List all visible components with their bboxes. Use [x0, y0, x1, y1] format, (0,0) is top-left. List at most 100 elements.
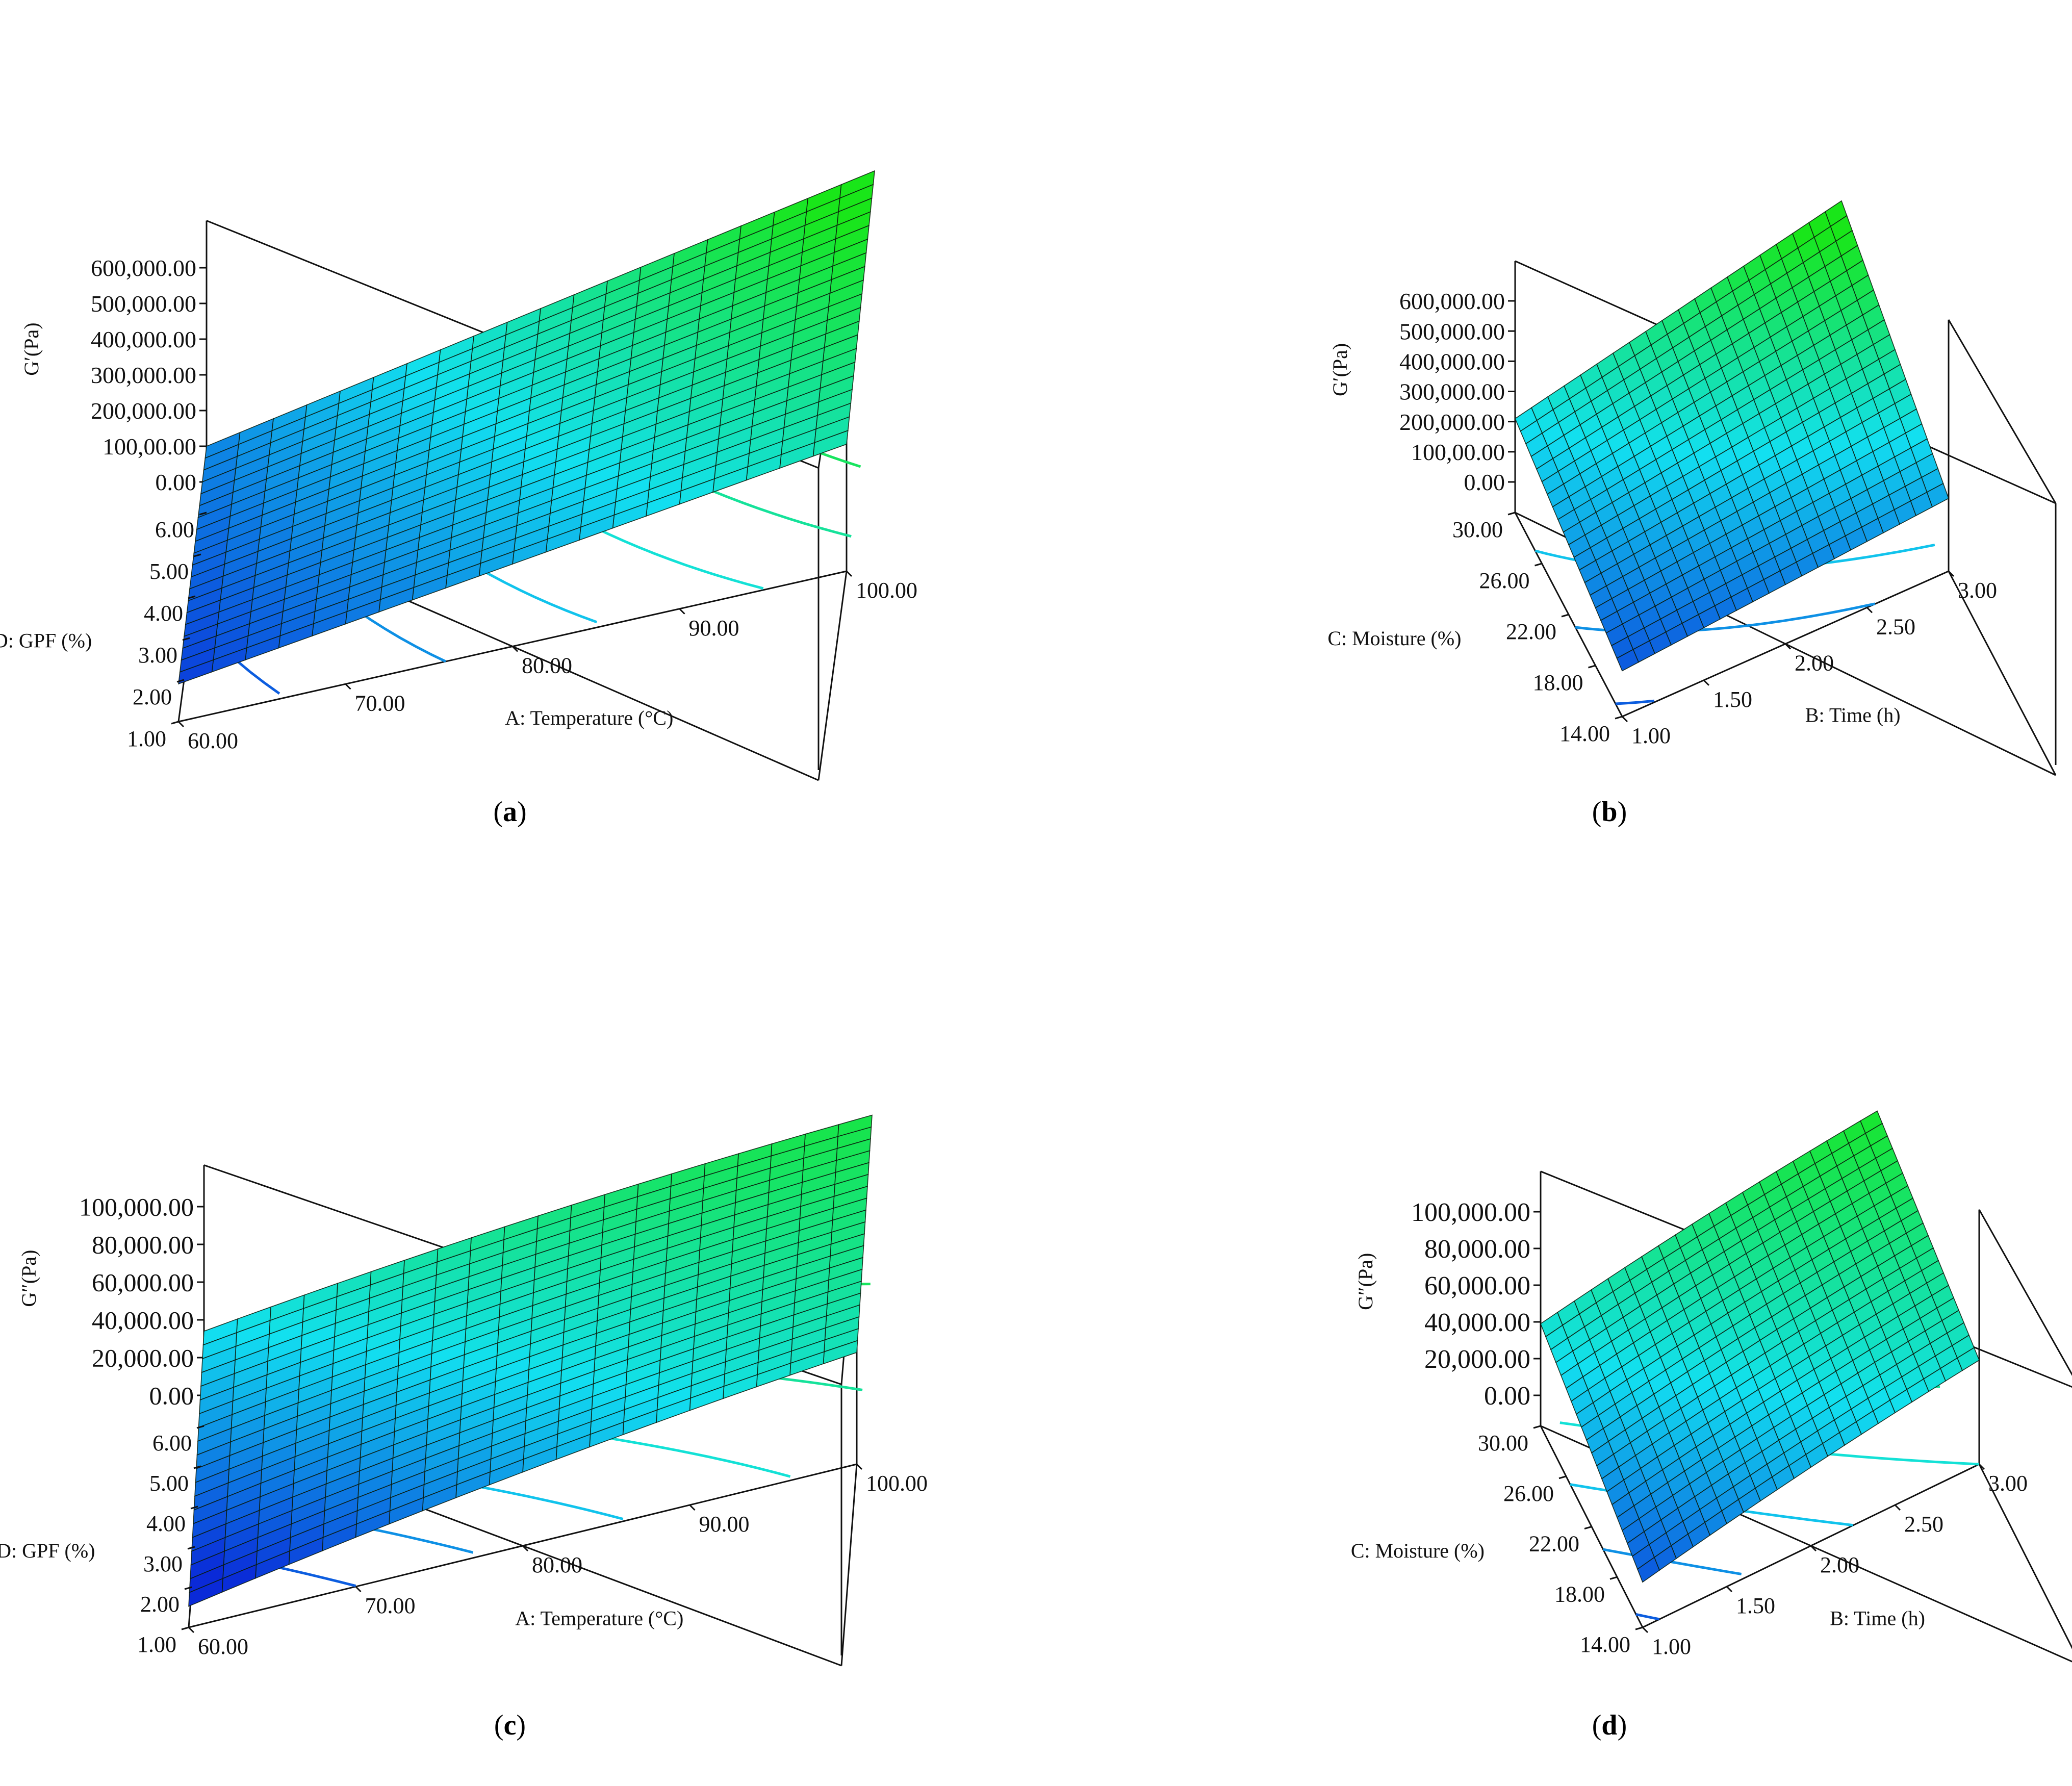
x-tick-label: 100.00: [856, 578, 917, 603]
z-tick-label: 400,000.00: [91, 326, 196, 352]
surface-cell: [178, 659, 214, 685]
z-tick-label: 100,00.00: [1411, 439, 1505, 465]
caption-d: (d): [1592, 1709, 1627, 1742]
z-tick-label: 60,000.00: [92, 1268, 194, 1297]
contour-line: [1603, 1548, 1742, 1575]
z-axis-label: G″(Pa): [17, 1250, 40, 1307]
z-tick-label: 300,000.00: [91, 362, 196, 388]
x-tick-label: 1.50: [1736, 1593, 1775, 1618]
x-tick-mark: [188, 1626, 195, 1634]
x-tick-mark: [1866, 607, 1873, 614]
z-tick-label: 0.00: [1464, 469, 1505, 495]
x-tick-label: 1.00: [1652, 1634, 1691, 1659]
floor-edge-back-y: [1978, 1464, 2072, 1649]
y-tick-mark: [190, 1506, 198, 1510]
z-tick-label: 400,000.00: [1399, 348, 1505, 374]
surface-plot-b: 600,000.00 500,000.00 400,000.00 300,000.00…: [1327, 200, 2057, 776]
y-tick-label: 5.00: [149, 559, 189, 584]
surface: [1540, 1110, 1980, 1583]
caption-c: (c): [494, 1709, 526, 1742]
contour-line: [1635, 1613, 1660, 1621]
z-axis: 100,000.00 80,000.00 60,000.00 40,000.00 20,…: [1354, 1198, 1541, 1411]
z-axis-label: G′(Pa): [20, 322, 43, 375]
y-tick-mark: [181, 1626, 189, 1630]
y-axis: 1.00 2.00 3.00 4.00 5.00 6.00 D: GPF (%): [0, 512, 207, 751]
y-tick-label: 3.00: [138, 643, 177, 668]
x-tick-mark: [1784, 643, 1792, 650]
y-tick-label: 30.00: [1452, 517, 1503, 542]
panel-d: 100,000.00 80,000.00 60,000.00 40,000.00 20,…: [1036, 893, 2072, 1786]
x-tick-mark: [511, 646, 519, 652]
x-tick-mark: [1978, 1463, 1985, 1470]
x-axis-label: B: Time (h): [1830, 1607, 1925, 1630]
contour-line: [1615, 699, 1655, 705]
z-tick-label: 80,000.00: [92, 1231, 194, 1259]
y-tick-mark: [199, 512, 207, 516]
caption-c-text: (c): [494, 1710, 526, 1741]
x-tick-label: 70.00: [365, 1593, 416, 1618]
y-tick-label: 30.00: [1478, 1431, 1528, 1456]
y-tick-label: 1.00: [127, 726, 166, 751]
x-axis: 1.00 1.50 2.00 2.50 3.00 B: Time (h): [1621, 570, 1997, 748]
x-tick-label: 60.00: [198, 1634, 248, 1659]
x-tick-label: 60.00: [188, 728, 238, 753]
surface-cell: [1616, 649, 1640, 672]
box-top-right: [1978, 1209, 2072, 1376]
x-tick-mark: [1948, 570, 1955, 577]
caption-b-text: (b): [1592, 796, 1627, 828]
y-tick-label: 22.00: [1506, 619, 1556, 644]
x-tick-mark: [522, 1545, 529, 1552]
y-tick-label: 2.00: [133, 684, 172, 709]
z-axis: 100,000.00 80,000.00 60,000.00 40,000.00 20,…: [17, 1193, 204, 1410]
z-tick-label: 20,000.00: [1424, 1345, 1530, 1374]
y-tick-label: 26.00: [1503, 1481, 1554, 1506]
x-tick-mark: [1621, 716, 1628, 723]
z-axis: 600,000.00 500,000.00 400,000.00 300,000.00…: [20, 255, 207, 495]
surface: [1515, 200, 1949, 672]
x-tick-mark: [1703, 679, 1710, 686]
z-axis-label: G′(Pa): [1328, 343, 1351, 396]
z-tick-label: 0.00: [156, 469, 197, 495]
y-axis-label: D: GPF (%): [0, 1539, 95, 1562]
z-tick-label: 80,000.00: [1424, 1235, 1530, 1264]
surface-cell: [1637, 1557, 1660, 1583]
y-tick-mark: [1507, 512, 1516, 516]
y-tick-mark: [196, 1425, 204, 1429]
caption-a: (a): [493, 796, 526, 828]
y-tick-label: 14.00: [1580, 1632, 1630, 1657]
y-tick-mark: [1635, 1626, 1643, 1630]
x-axis: 60.00 70.00 80.00 90.00 100.00 A: Temperature…: [188, 1463, 928, 1659]
x-tick-label: 90.00: [689, 616, 739, 641]
z-tick-label: 40,000.00: [1424, 1308, 1530, 1337]
x-tick-label: 1.00: [1631, 723, 1671, 748]
x-axis: 1.00 1.50 2.00 2.50 3.00 B: Time (h): [1642, 1463, 2028, 1659]
y-tick-mark: [1533, 1425, 1541, 1429]
y-tick-label: 14.00: [1559, 721, 1610, 746]
x-tick-mark: [355, 1586, 362, 1593]
z-axis: 600,000.00 500,000.00 400,000.00 300,000.00…: [1328, 288, 1515, 495]
z-axis-label: G″(Pa): [1354, 1253, 1377, 1310]
z-tick-label: 100,000.00: [1411, 1198, 1530, 1227]
surface-cell: [188, 1577, 223, 1607]
x-tick-mark: [345, 683, 351, 690]
x-tick-mark: [846, 570, 853, 577]
x-axis: 60.00 70.00 80.00 90.00 100.00 A: Temperature…: [177, 570, 917, 753]
z-tick-label: 0.00: [1484, 1382, 1530, 1411]
x-tick-label: 3.00: [1958, 578, 1997, 603]
y-tick-mark: [193, 553, 201, 557]
z-tick-label: 500,000.00: [91, 291, 196, 317]
x-tick-label: 2.00: [1795, 651, 1834, 676]
y-tick-mark: [1561, 614, 1569, 618]
z-tick-label: 20,000.00: [92, 1344, 194, 1372]
surface-plot-a: 600,000.00 500,000.00 400,000.00 300,000.00…: [0, 170, 917, 781]
y-tick-label: 18.00: [1554, 1581, 1605, 1606]
x-axis-label: A: Temperature (°C): [515, 1607, 683, 1630]
x-tick-mark: [1726, 1586, 1733, 1593]
z-tick-label: 300,000.00: [1399, 379, 1505, 405]
panel-c: 100,000.00 80,000.00 60,000.00 40,000.00 20,…: [0, 893, 1036, 1786]
z-tick-label: 600,000.00: [91, 255, 196, 281]
z-tick-label: 200,000.00: [1399, 409, 1505, 435]
y-tick-mark: [1584, 1526, 1592, 1529]
y-tick-label: 3.00: [143, 1551, 183, 1576]
